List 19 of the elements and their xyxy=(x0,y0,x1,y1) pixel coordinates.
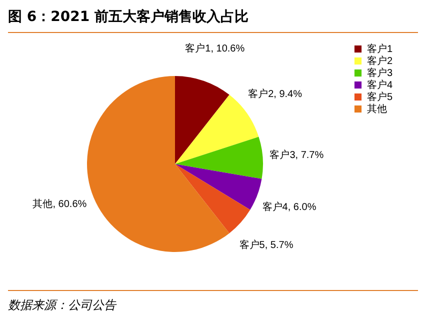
legend-label: 客户1 xyxy=(367,43,393,55)
legend-label: 客户2 xyxy=(367,55,393,67)
pie-slice xyxy=(175,76,230,164)
chart-title: 图 6：2021 前五大客户销售收入占比 xyxy=(8,8,418,33)
source-note: 数据来源：公司公告 xyxy=(8,290,418,314)
legend-label: 其他 xyxy=(367,103,387,115)
legend-label: 客户3 xyxy=(367,67,393,79)
data-label: 其他, 60.6% xyxy=(32,198,87,210)
data-label: 客户4, 6.0% xyxy=(262,200,316,213)
data-label: 客户2, 9.4% xyxy=(248,88,302,100)
data-label: 客户5, 5.7% xyxy=(239,238,294,251)
legend-label: 客户4 xyxy=(367,79,393,91)
data-label: 客户1, 10.6% xyxy=(185,42,245,55)
pie-slice xyxy=(175,136,263,179)
pie-slice xyxy=(175,164,250,234)
legend-label: 客户5 xyxy=(367,91,393,103)
data-label: 客户3, 7.7% xyxy=(270,149,324,162)
pie-slice xyxy=(175,164,262,210)
pie-slice xyxy=(87,76,230,252)
